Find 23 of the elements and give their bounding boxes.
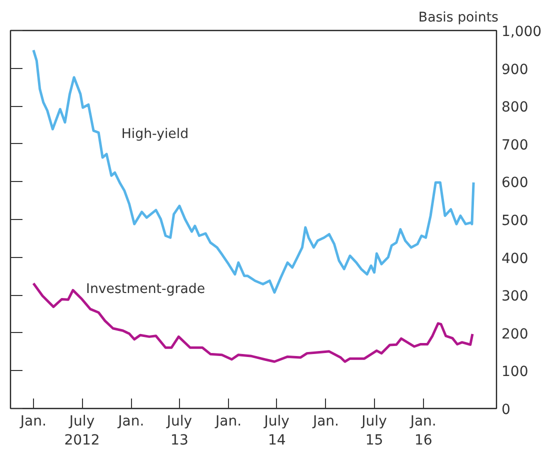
x-tick-label: July 15	[360, 414, 387, 449]
y-tick-label: 900	[502, 62, 528, 78]
x-tick-label: July 14	[263, 414, 290, 449]
y-tick-label: 500	[502, 213, 528, 229]
x-tick-label: Jan. 16	[409, 414, 436, 449]
y-tick-label: 400	[502, 250, 528, 267]
x-tick-label: Jan.	[312, 414, 339, 430]
y-tick-label: 100	[502, 364, 528, 380]
y-tick-label: 200	[502, 326, 528, 342]
x-tick-label: July 2012	[64, 414, 100, 449]
y-tick-label: 800	[502, 100, 528, 116]
y-tick-label: 600	[502, 175, 528, 192]
x-tick-label: Jan.	[19, 414, 46, 430]
x-tick-label: Jan.	[117, 414, 144, 430]
y-tick-label: 700	[502, 137, 528, 154]
x-tick-label: July 13	[166, 414, 192, 449]
x-tick-label: Jan.	[214, 414, 242, 430]
series-label: High-yield	[121, 127, 189, 142]
y-tick-label: 0	[502, 402, 510, 418]
y-axis-title: Basis points	[418, 10, 499, 26]
series-label: Investment-grade	[86, 282, 206, 297]
y-tick-label: 300	[502, 288, 528, 305]
y-tick-label: 1,000	[502, 24, 542, 40]
